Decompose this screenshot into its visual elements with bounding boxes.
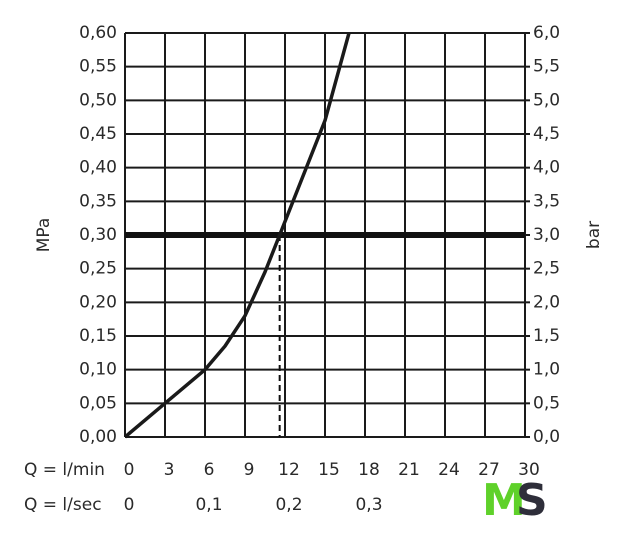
y2-axis-label: bar <box>584 221 604 249</box>
y2-tick-label: 0,5 <box>533 393 560 413</box>
y-tick-label: 0,50 <box>79 90 117 110</box>
x-tick-label: 30 <box>518 460 540 480</box>
y2-tick-label: 5,5 <box>533 57 560 77</box>
y2-tick-label: 6,0 <box>533 23 560 43</box>
x-tick-label: 24 <box>438 460 460 480</box>
x2-tick-label: 0,2 <box>275 495 302 515</box>
logo-s: S <box>516 475 548 526</box>
y2-tick-label: 3,5 <box>533 191 560 211</box>
y-tick-label: 0,45 <box>79 124 117 144</box>
y2-tick-label: 1,5 <box>533 326 560 346</box>
x-tick-label: 0 <box>124 460 135 480</box>
y2-tick-label: 4,0 <box>533 158 560 178</box>
x-tick-label: 9 <box>244 460 255 480</box>
x-tick-label: 6 <box>204 460 215 480</box>
y-tick-label: 0,30 <box>79 225 117 245</box>
x2-axis-label: Q = l/sec <box>24 495 102 515</box>
x-tick-label: 15 <box>318 460 340 480</box>
y-tick-label: 0,20 <box>79 292 117 312</box>
y2-tick-label: 0,0 <box>533 427 560 447</box>
y2-tick-label: 1,0 <box>533 360 560 380</box>
y2-tick-label: 4,5 <box>533 124 560 144</box>
x-tick-label: 27 <box>478 460 500 480</box>
y-tick-label: 0,60 <box>79 23 117 43</box>
y-tick-label: 0,15 <box>79 326 117 346</box>
y-tick-label: 0,10 <box>79 360 117 380</box>
y2-tick-label: 5,0 <box>533 90 560 110</box>
x2-tick-label: 0,1 <box>195 495 222 515</box>
logo: M S <box>482 475 548 526</box>
y-tick-label: 0,40 <box>79 158 117 178</box>
y-tick-label: 0,35 <box>79 191 117 211</box>
y2-tick-label: 3,0 <box>533 225 560 245</box>
logo-m: M <box>482 475 526 526</box>
x-tick-label: 3 <box>164 460 175 480</box>
curve <box>123 32 351 439</box>
y-tick-label: 0,05 <box>79 393 117 413</box>
y2-tick-label: 2,5 <box>533 259 560 279</box>
x2-tick-label: 0,3 <box>355 495 382 515</box>
x-tick-label: 18 <box>358 460 380 480</box>
y-tick-label: 0,00 <box>79 427 117 447</box>
y-tick-label: 0,55 <box>79 57 117 77</box>
y-axis-label: MPa <box>34 218 54 253</box>
y2-tick-label: 2,0 <box>533 292 560 312</box>
x2-tick-label: 0 <box>124 495 135 515</box>
x-tick-label: 21 <box>398 460 420 480</box>
y-tick-label: 0,25 <box>79 259 117 279</box>
x-tick-label: 12 <box>278 460 300 480</box>
x-axis-label: Q = l/min <box>24 460 105 480</box>
